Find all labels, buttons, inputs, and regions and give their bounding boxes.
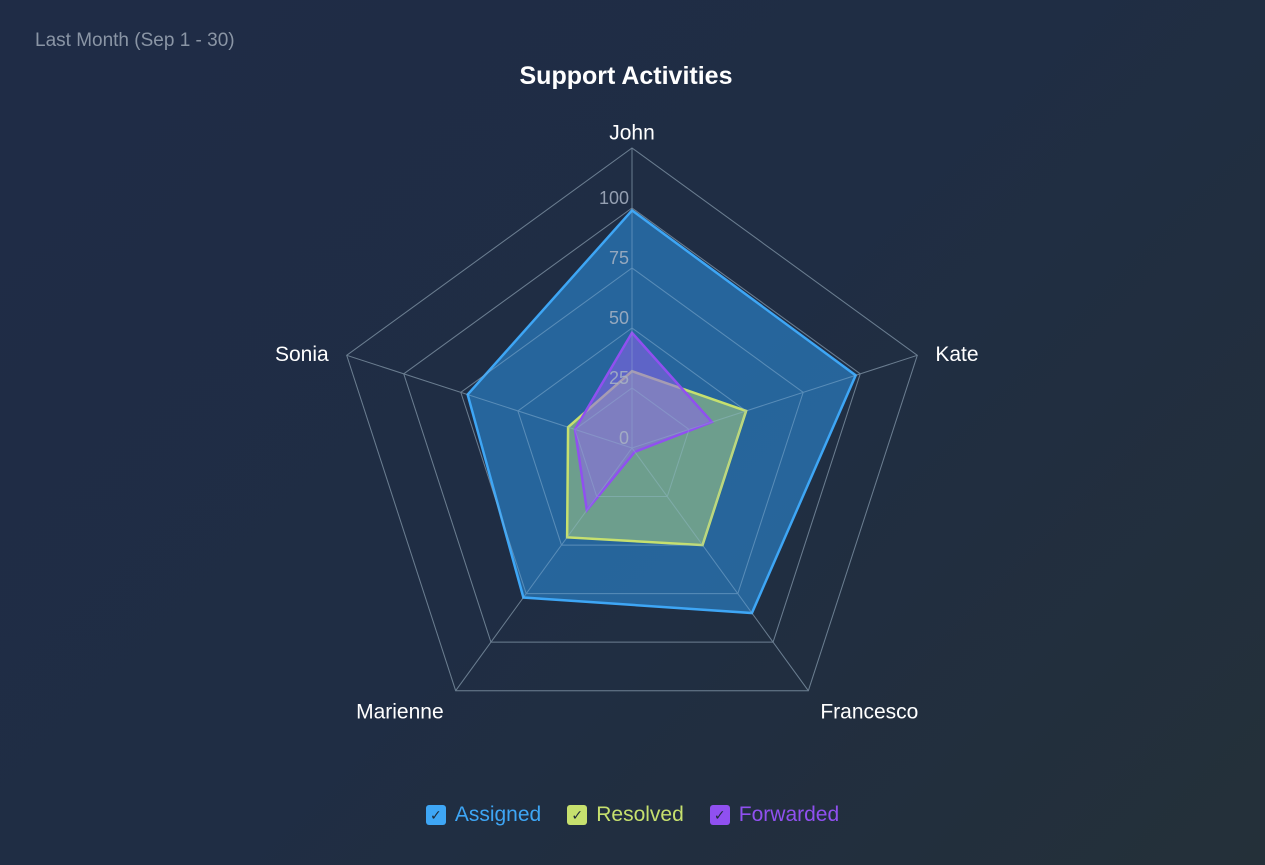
legend-label: Resolved: [596, 803, 684, 826]
radar-tick-labels: 0 25 50 75 100: [599, 188, 629, 448]
period-label: Last Month (Sep 1 - 30): [35, 30, 235, 51]
axis-label-marienne: Marienne: [356, 700, 444, 723]
series-forwarded[interactable]: [573, 330, 715, 514]
legend-label: Assigned: [454, 803, 542, 826]
chart-title: Support Activities: [519, 62, 733, 90]
tick-label: 50: [609, 308, 629, 328]
axis-label-francesco: Francesco: [820, 700, 918, 723]
radar-series: [346, 147, 918, 692]
checkbox-checked-icon[interactable]: ✓: [567, 805, 588, 825]
legend-item-resolved[interactable]: ✓ Resolved: [567, 803, 684, 827]
tick-label: 75: [609, 248, 629, 268]
tick-label: 0: [619, 428, 629, 448]
legend-item-forwarded[interactable]: ✓ Forwarded: [709, 803, 840, 827]
axis-label-sonia: Sonia: [275, 343, 329, 366]
legend-label: Forwarded: [738, 803, 840, 826]
checkbox-checked-icon[interactable]: ✓: [425, 805, 446, 825]
axis-label-kate: Kate: [935, 343, 978, 366]
chart-legend: ✓ Assigned ✓ Resolved ✓ Forwarded: [0, 803, 1265, 827]
tick-label: 25: [609, 368, 629, 388]
radar-axis-labels: John Kate Francesco Marienne Sonia: [275, 122, 979, 724]
tick-label: 100: [599, 188, 629, 208]
legend-item-assigned[interactable]: ✓ Assigned: [425, 803, 542, 827]
grid-ring: [403, 207, 861, 643]
axis-label-john: John: [609, 122, 655, 145]
checkbox-checked-icon[interactable]: ✓: [709, 805, 730, 825]
grid-ring: [346, 147, 918, 692]
